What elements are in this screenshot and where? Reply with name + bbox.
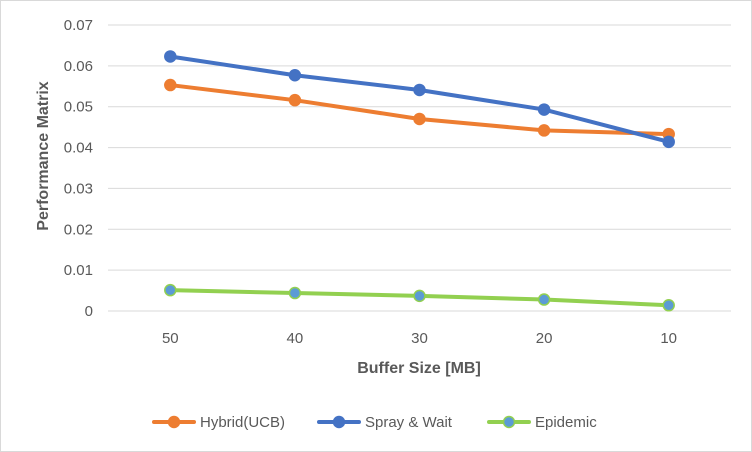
legend-marker bbox=[167, 415, 181, 429]
x-tick-label: 30 bbox=[411, 330, 428, 347]
series-epidemic bbox=[164, 283, 675, 312]
series-group bbox=[164, 50, 675, 312]
data-point bbox=[288, 93, 302, 107]
legend-label: Epidemic bbox=[535, 414, 597, 431]
legend: Hybrid(UCB) Spray & Wait Epidemic bbox=[152, 414, 597, 431]
y-axis-title: Performance Matrix bbox=[35, 81, 52, 230]
x-tick-label: 10 bbox=[660, 330, 677, 347]
y-tick-label: 0.07 bbox=[64, 17, 93, 34]
legend-item: Spray & Wait bbox=[317, 414, 453, 431]
legend-label: Spray & Wait bbox=[365, 414, 453, 431]
legend-item: Hybrid(UCB) bbox=[152, 414, 285, 431]
legend-item: Epidemic bbox=[487, 414, 597, 431]
data-point bbox=[662, 135, 675, 149]
y-tick-label: 0.06 bbox=[64, 58, 93, 75]
x-tick-label: 50 bbox=[162, 330, 179, 347]
data-point bbox=[288, 286, 302, 300]
x-tick-label: 20 bbox=[536, 330, 553, 347]
y-tick-label: 0.05 bbox=[64, 99, 93, 116]
legend-label: Hybrid(UCB) bbox=[200, 414, 285, 431]
data-point bbox=[413, 112, 426, 126]
y-tick-label: 0 bbox=[85, 303, 93, 320]
y-tick-label: 0.03 bbox=[64, 180, 93, 197]
data-point bbox=[537, 293, 551, 306]
y-tick-label: 0.01 bbox=[64, 262, 93, 279]
data-point bbox=[413, 289, 426, 303]
y-tick-labels: 0 0.01 0.02 0.03 0.04 0.05 0.06 0.07 bbox=[64, 17, 93, 320]
data-point bbox=[288, 69, 302, 82]
data-point bbox=[662, 299, 675, 312]
legend-marker bbox=[332, 415, 346, 429]
legend-marker bbox=[502, 415, 516, 429]
data-point bbox=[537, 124, 551, 137]
data-point bbox=[164, 283, 177, 297]
x-tick-label: 40 bbox=[287, 330, 304, 347]
data-point bbox=[164, 50, 177, 63]
series-hybrid-ucb bbox=[164, 78, 675, 141]
gridlines bbox=[108, 24, 731, 312]
data-point bbox=[164, 78, 177, 92]
x-tick-labels: 50 40 30 20 10 bbox=[162, 330, 677, 347]
series-spray-wait bbox=[164, 50, 675, 149]
data-point bbox=[537, 103, 551, 116]
y-tick-label: 0.02 bbox=[64, 221, 93, 238]
y-tick-label: 0.04 bbox=[64, 140, 93, 157]
x-axis-title: Buffer Size [MB] bbox=[357, 360, 481, 377]
data-point bbox=[413, 83, 426, 97]
series-line bbox=[168, 54, 671, 144]
